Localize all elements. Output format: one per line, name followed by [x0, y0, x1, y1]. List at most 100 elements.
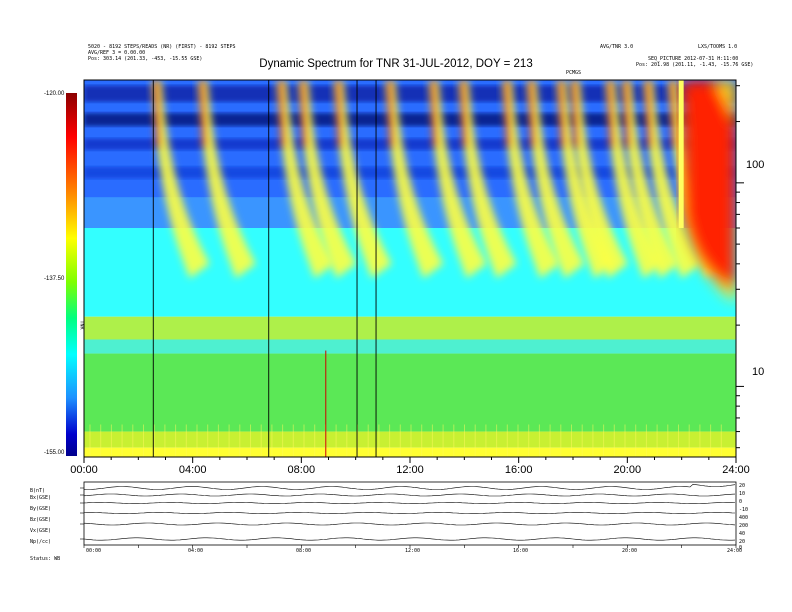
- trace-by: [83, 502, 736, 504]
- burst-plume-2: [276, 80, 335, 279]
- band-green-stripe: [84, 316, 736, 340]
- burst-14: [643, 80, 702, 279]
- trace-bz: [83, 512, 736, 514]
- panel-label-b: B(nT): [30, 488, 46, 494]
- band-yellowgreen: [84, 431, 736, 448]
- burst-core-0: [153, 80, 161, 147]
- burst-core-1: [199, 80, 207, 147]
- dark-stripe-3: [84, 166, 736, 179]
- trace-vx: [83, 522, 736, 526]
- burst-core-14: [645, 80, 653, 147]
- burst-core-3: [300, 80, 308, 147]
- trace-bx: [83, 493, 736, 497]
- x-tick-1200: 12:00: [396, 464, 424, 476]
- burst-12: [605, 80, 664, 279]
- header-right-a: AVG/TNR 3.0: [600, 44, 634, 50]
- burst-core-8: [504, 80, 512, 147]
- burst-core-15: [669, 80, 677, 147]
- burst-3: [298, 80, 357, 279]
- burst-2: [276, 80, 335, 279]
- burst-core-4: [335, 80, 343, 147]
- burst-8: [502, 80, 561, 279]
- y-tick-100: 100: [746, 159, 765, 171]
- x-tick-0000: 00:00: [70, 464, 98, 476]
- header-left-line-1: 5020 - 8192 STEPS/READS (NR) (FIRST) - 8…: [88, 44, 236, 50]
- burst-10: [556, 80, 615, 279]
- panel-right-3: 0: [739, 499, 743, 505]
- burst-plume-13: [621, 80, 680, 279]
- burst-13: [621, 80, 680, 279]
- burst-plume-14: [643, 80, 702, 279]
- burst-0: [151, 80, 210, 279]
- panel-tick-4: 16:00: [513, 548, 529, 554]
- colorbar: [66, 93, 77, 456]
- panel-right-5: 400: [739, 515, 749, 521]
- panel-tick-2: 08:00: [296, 548, 312, 554]
- header-right-d: Pos: 201.98 (201.11, -1.43, -15.76 GSE): [636, 62, 754, 68]
- type2-leading-edge: [678, 80, 684, 228]
- burst-core-9: [528, 80, 536, 147]
- burst-core-13: [623, 80, 631, 147]
- header-left-line-3: Pos: 303.14 (201.33, -453, -15.55 GSE): [88, 56, 203, 62]
- burst-plume-12: [605, 80, 664, 279]
- panel-tick-0: 00:00: [86, 548, 102, 554]
- x-tick-2000: 20:00: [613, 464, 642, 476]
- colorbar-tick-top: -120.00: [44, 91, 65, 97]
- band-green: [84, 353, 736, 432]
- burst-plume-4: [333, 80, 392, 279]
- burst-core-5: [387, 80, 395, 147]
- burst-core-6: [430, 80, 438, 147]
- burst-5: [385, 80, 444, 279]
- header-right-c: SEQ_PICTURE 2012-07-31 H:11:00: [648, 56, 739, 62]
- burst-plume-5: [385, 80, 444, 279]
- burst-plume-3: [298, 80, 357, 279]
- burst-plume-9: [526, 80, 585, 279]
- panel-right-2: 10: [739, 491, 746, 497]
- burst-6: [428, 80, 487, 279]
- panel-tick-6: 24:00: [727, 548, 743, 554]
- burst-plume-11: [570, 80, 628, 279]
- x-tick-1600: 16:00: [504, 464, 533, 476]
- burst-core-10: [558, 80, 566, 147]
- burst-plume-7: [458, 80, 517, 279]
- panel-right-4: -10: [739, 507, 749, 513]
- panel-tick-3: 12:00: [405, 548, 421, 554]
- x-tick-0800: 08:00: [287, 464, 316, 476]
- burst-4: [333, 80, 392, 279]
- burst-plume-0: [151, 80, 210, 279]
- colorbar-tick-mid: -137.50: [44, 276, 65, 282]
- panel-right-1: 20: [739, 483, 746, 489]
- burst-core-7: [460, 80, 468, 147]
- header-left-line-2: AVG/REF 3 = 0.00.00: [88, 50, 146, 56]
- panel-tick-5: 20:00: [622, 548, 638, 554]
- burst-11: [570, 80, 628, 279]
- panel-right-6: 200: [739, 523, 749, 529]
- type2-event: [681, 80, 736, 302]
- panel-label-np: Np(/cc): [30, 539, 52, 545]
- panel-right-8: 20: [739, 539, 746, 545]
- type2-core: [681, 80, 736, 290]
- panel-tick-1: 04:00: [188, 548, 204, 554]
- burst-core-2: [278, 80, 286, 147]
- burst-9: [526, 80, 585, 279]
- y-tick-10: 10: [752, 366, 765, 378]
- burst-core-11: [572, 80, 579, 147]
- band-teal: [84, 339, 736, 354]
- panel-footer: Status: WB: [30, 556, 61, 562]
- panel-label-vx: Vx(GSE): [30, 528, 52, 534]
- panel-right-7: 40: [739, 531, 746, 537]
- x-tick-0400: 04:00: [178, 464, 207, 476]
- event-label: PCMGS: [566, 70, 582, 76]
- panel-label-bz: Bz(GSE): [30, 517, 52, 523]
- burst-plume-10: [556, 80, 615, 279]
- burst-core-12: [607, 80, 615, 147]
- panel-label-bx: Bx(GSE): [30, 495, 52, 501]
- trace-b: [83, 483, 736, 490]
- trace-np: [83, 537, 736, 541]
- header-left: 5020 - 8192 STEPS/READS (NR) (FIRST) - 8…: [88, 44, 236, 62]
- burst-plume-1: [197, 80, 256, 279]
- panel-right-9: 0: [739, 545, 743, 551]
- burst-plume-8: [502, 80, 561, 279]
- band-yellow-bottom: [84, 447, 736, 457]
